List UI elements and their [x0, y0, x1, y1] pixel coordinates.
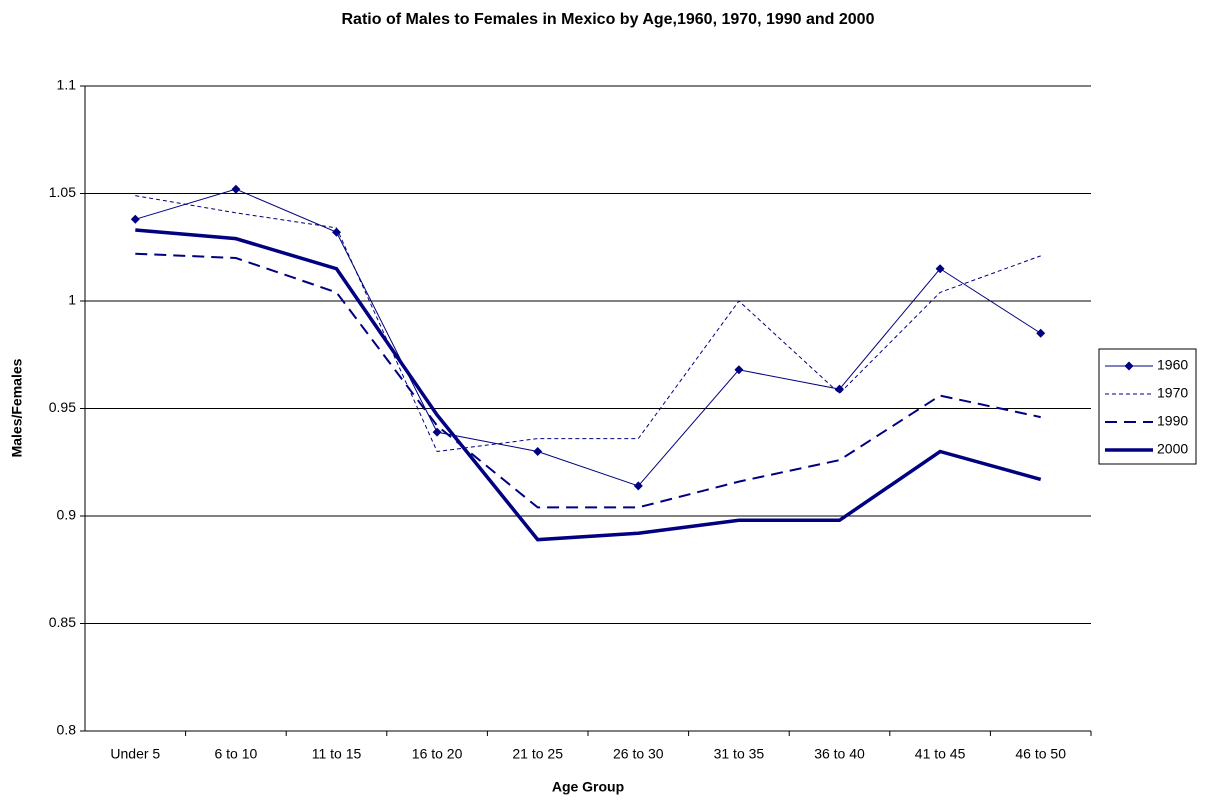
point [734, 365, 744, 375]
legend-label: 1990 [1157, 413, 1188, 429]
point [633, 481, 643, 491]
x-tick-label: 36 to 40 [814, 746, 865, 762]
point [231, 184, 241, 194]
point [1036, 328, 1046, 338]
legend-label: 1960 [1157, 357, 1188, 373]
point [332, 227, 341, 237]
x-tick-label: 6 to 10 [214, 746, 257, 762]
point [432, 427, 442, 437]
x-tick-label: 21 to 25 [512, 746, 563, 762]
x-tick-label: 46 to 50 [1015, 746, 1066, 762]
series-line [135, 228, 1042, 542]
y-tick-label: 1 [68, 292, 76, 308]
legend-label: 2000 [1157, 441, 1188, 457]
point [533, 447, 543, 456]
y-tick-label: 0.95 [49, 399, 76, 415]
chart-title: Ratio of Males to Females in Mexico by A… [342, 11, 875, 28]
point [935, 264, 945, 274]
y-tick-label: 0.8 [57, 722, 77, 738]
y-tick-label: 1.05 [49, 184, 76, 200]
x-tick-label: 31 to 35 [714, 746, 765, 762]
x-tick-label: 16 to 20 [412, 746, 463, 762]
x-tick-label: Under 5 [110, 746, 160, 762]
x-tick-label: 11 to 15 [312, 746, 362, 762]
y-tick-label: 0.9 [57, 507, 77, 523]
legend-label: 1970 [1157, 385, 1188, 401]
legend-marker [1124, 361, 1134, 371]
y-axis-label: Males/Females [9, 358, 25, 457]
y-tick-label: 0.85 [49, 614, 76, 630]
series-line [135, 252, 1041, 509]
x-axis-label: Age Group [552, 779, 624, 795]
series-line [135, 195, 1041, 453]
x-tick-label: 41 to 45 [915, 746, 966, 762]
legend-box [1098, 348, 1197, 465]
point [130, 214, 140, 224]
x-tick-label: 26 to 30 [613, 746, 664, 762]
series-line [135, 188, 1041, 487]
y-tick-label: 1.1 [57, 77, 77, 93]
